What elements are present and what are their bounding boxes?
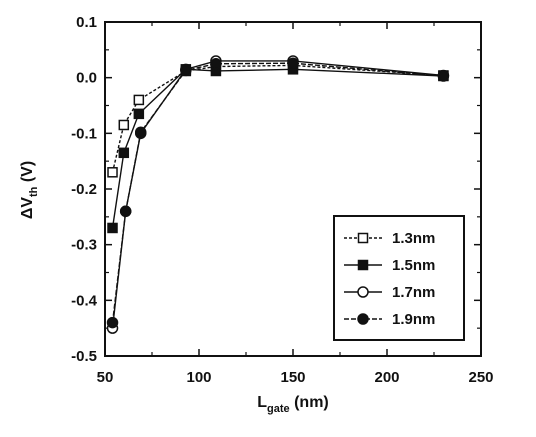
x-axis-title: Lgate (nm) <box>257 394 329 415</box>
legend-item: 1.5nm <box>344 257 435 274</box>
series-line <box>111 68 444 229</box>
x-tick-label: 100 <box>186 369 211 386</box>
legend-marker <box>357 313 369 325</box>
data-point <box>134 126 147 138</box>
y-axis-title-prefix: ΔV <box>19 197 36 220</box>
series-1.5nm <box>107 64 449 234</box>
data-point <box>133 94 145 106</box>
data-point <box>210 58 222 70</box>
legend-label: 1.3nm <box>392 230 435 247</box>
data-point <box>118 147 130 159</box>
data-point <box>437 70 450 82</box>
x-axis-title-sub: gate <box>267 403 290 415</box>
y-axis-title-sub: th <box>28 186 40 197</box>
y-tick-label: -0.1 <box>71 125 97 142</box>
series-layer <box>106 55 450 334</box>
x-tick-label: 250 <box>468 369 493 386</box>
data-point <box>107 222 118 234</box>
y-tick-label: -0.3 <box>71 237 97 254</box>
x-axis-title-main: L <box>257 394 267 411</box>
y-tick-label: -0.4 <box>71 292 98 309</box>
legend: 1.3nm 1.5nm 1.7nm 1.9nm <box>333 215 465 341</box>
data-point <box>287 57 299 69</box>
series-line <box>111 64 444 173</box>
series-1.3nm <box>107 60 449 178</box>
data-point <box>107 167 118 178</box>
series-1.9nm <box>106 57 450 329</box>
data-point <box>180 64 192 77</box>
legend-marker <box>357 286 369 298</box>
y-axis-title-unit: (V) <box>19 161 36 187</box>
data-point <box>118 119 130 131</box>
x-tick-label: 200 <box>374 369 399 386</box>
legend-item: 1.3nm <box>344 230 435 247</box>
data-point <box>133 108 145 120</box>
data-point <box>106 316 119 329</box>
y-tick-label: 0.0 <box>76 70 97 87</box>
legend-label: 1.5nm <box>392 257 435 274</box>
data-point <box>119 205 132 218</box>
ticks-layer: 50 100 150 200 250 0.1 0.0 -0.1 -0.2 -0.3 -0.4 -0.5 <box>71 14 493 386</box>
y-axis-title: ΔVth (V) <box>19 161 40 219</box>
legend-label: 1.9nm <box>392 311 435 328</box>
legend-marker <box>357 232 369 244</box>
y-tick-label: 0.1 <box>76 14 97 31</box>
legend-item: 1.7nm <box>344 284 435 301</box>
legend-label: 1.7nm <box>392 284 435 301</box>
x-axis-title-unit: (nm) <box>290 394 329 411</box>
legend-item: 1.9nm <box>344 311 435 328</box>
y-tick-label: -0.2 <box>71 181 97 198</box>
y-tick-label: -0.5 <box>71 348 97 365</box>
legend-marker <box>357 259 369 271</box>
x-tick-label: 150 <box>280 369 305 386</box>
x-tick-label: 50 <box>97 369 114 386</box>
